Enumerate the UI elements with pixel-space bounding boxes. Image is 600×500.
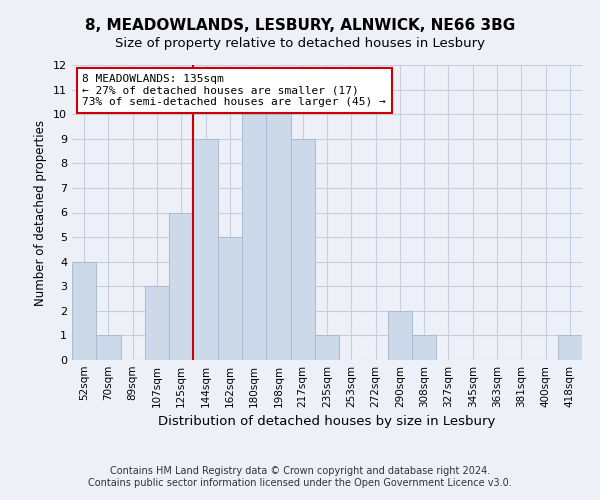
- Bar: [388, 311, 412, 360]
- Bar: [558, 336, 582, 360]
- Bar: [266, 114, 290, 360]
- Bar: [290, 138, 315, 360]
- Text: 8, MEADOWLANDS, LESBURY, ALNWICK, NE66 3BG: 8, MEADOWLANDS, LESBURY, ALNWICK, NE66 3…: [85, 18, 515, 32]
- Bar: [193, 138, 218, 360]
- X-axis label: Distribution of detached houses by size in Lesbury: Distribution of detached houses by size …: [158, 416, 496, 428]
- Y-axis label: Number of detached properties: Number of detached properties: [34, 120, 47, 306]
- Bar: [242, 114, 266, 360]
- Bar: [412, 336, 436, 360]
- Bar: [218, 237, 242, 360]
- Bar: [72, 262, 96, 360]
- Text: Size of property relative to detached houses in Lesbury: Size of property relative to detached ho…: [115, 38, 485, 51]
- Text: 8 MEADOWLANDS: 135sqm
← 27% of detached houses are smaller (17)
73% of semi-deta: 8 MEADOWLANDS: 135sqm ← 27% of detached …: [82, 74, 386, 107]
- Bar: [315, 336, 339, 360]
- Text: Contains HM Land Registry data © Crown copyright and database right 2024.
Contai: Contains HM Land Registry data © Crown c…: [88, 466, 512, 487]
- Bar: [145, 286, 169, 360]
- Bar: [96, 336, 121, 360]
- Bar: [169, 212, 193, 360]
